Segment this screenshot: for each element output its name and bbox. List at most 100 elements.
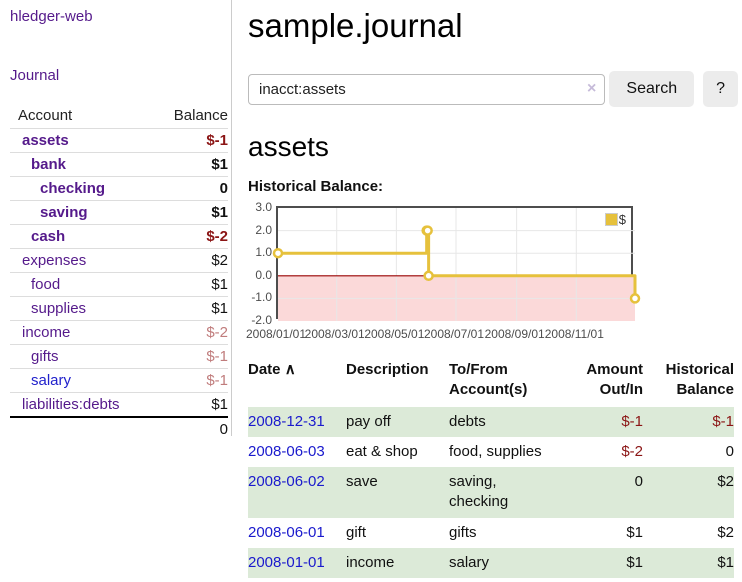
clear-search-icon[interactable]: × <box>587 79 597 97</box>
balance-column-header: Balance <box>173 107 228 124</box>
account-balance: $1 <box>211 300 228 317</box>
account-row: liabilities:debts $1 <box>10 392 228 416</box>
transaction-amount: $1 <box>626 523 643 541</box>
account-row: food $1 <box>10 272 228 296</box>
transaction-date-link[interactable]: 2008-06-02 <box>248 473 325 490</box>
transaction-date-link[interactable]: 2008-01-01 <box>248 553 325 571</box>
y-tick-label: 2.0 <box>255 222 272 237</box>
transaction-accounts: gifts <box>449 523 477 541</box>
search-button[interactable]: Search <box>609 71 695 107</box>
transaction-accounts: salary <box>449 553 490 571</box>
account-link[interactable]: expenses <box>22 252 87 269</box>
x-tick-label: 2008/11/01 <box>544 327 604 341</box>
transaction-description: gift <box>346 523 367 541</box>
transactions-header-row: Date ∧ Description To/From Account(s) Am… <box>248 358 734 407</box>
x-tick-label: 2008/05/01 <box>364 327 425 341</box>
y-tick-label: -2.0 <box>251 313 272 327</box>
account-heading: assets <box>248 131 329 162</box>
account-balance: $-1 <box>206 132 228 149</box>
account-column-header: Account <box>18 107 73 124</box>
account-link[interactable]: gifts <box>31 348 59 365</box>
transaction-accounts: debts <box>449 412 486 430</box>
account-link[interactable]: assets <box>22 132 69 149</box>
transaction-balance: 0 <box>725 442 734 460</box>
x-tick-label: 2008/09/01 <box>484 327 545 341</box>
main-content: sample.journal × Search ? assets Histori… <box>246 0 738 578</box>
transaction-amount: 0 <box>634 473 643 490</box>
y-tick-label: 1.0 <box>255 245 272 260</box>
transaction-description: eat & shop <box>346 442 418 460</box>
page-title: sample.journal <box>248 7 463 44</box>
account-balance: $1 <box>211 396 228 413</box>
account-row: checking 0 <box>10 176 228 200</box>
transactions-table: Date ∧ Description To/From Account(s) Am… <box>248 358 734 578</box>
transaction-description: income <box>346 553 395 571</box>
search-bar: × Search ? <box>248 71 738 107</box>
account-link[interactable]: saving <box>40 204 88 221</box>
chart-title: Historical Balance: <box>248 178 384 195</box>
account-row: cash $-2 <box>10 224 228 248</box>
x-tick-label: 2008/07/01 <box>423 327 485 341</box>
total-balance: 0 <box>219 421 228 438</box>
account-row: gifts $-1 <box>10 344 228 368</box>
transaction-row: 2008-06-03 eat & shop food, supplies $-2 0 <box>248 437 734 467</box>
chart-plot-area: $ <box>272 206 641 321</box>
y-tick-label: 3.0 <box>255 200 272 214</box>
historical-balance-chart: $ 3.0 2.0 1.0 0.0 -1.0 -2.0 2008/01/01 2008/03… <box>246 200 738 345</box>
account-table-header: Account Balance <box>10 104 228 128</box>
y-tick-label: -1.0 <box>251 290 272 305</box>
account-balance: $-2 <box>206 228 228 245</box>
account-list: assets $-1 bank $1 checking 0 saving $1 cash $-2 e… <box>10 128 228 416</box>
help-button[interactable]: ? <box>703 71 738 107</box>
transaction-amount: $-1 <box>621 412 643 430</box>
account-balance-table: Account Balance assets $-1 bank $1 checking 0… <box>10 104 228 441</box>
transaction-balance: $-1 <box>712 412 734 430</box>
transaction-row: 2008-06-01 gift gifts $1 $2 <box>248 518 734 548</box>
account-link[interactable]: bank <box>31 156 67 173</box>
transaction-description: save <box>346 473 378 490</box>
transaction-accounts: saving, checking <box>449 473 509 511</box>
account-row: supplies $1 <box>10 296 228 320</box>
date-column-header[interactable]: Date ∧ <box>248 361 296 378</box>
account-total-row: 0 <box>10 416 228 441</box>
account-link[interactable]: food <box>31 276 61 293</box>
account-link[interactable]: income <box>22 324 71 341</box>
description-column-header: Description <box>346 361 429 378</box>
transaction-row: 2008-01-01 income salary $1 $1 <box>248 547 734 578</box>
transaction-accounts: food, supplies <box>449 442 542 460</box>
account-link[interactable]: checking <box>40 180 106 197</box>
account-balance: $-1 <box>206 372 228 389</box>
chart-canvas <box>272 208 641 321</box>
chart-legend: $ <box>604 212 626 227</box>
balance-column-header: Historical Balance <box>665 361 734 399</box>
transaction-row: 2008-12-31 pay off debts $-1 $-1 <box>248 406 734 437</box>
transaction-row: 2008-06-02 save saving, checking 0 $2 <box>248 467 734 518</box>
transaction-date-link[interactable]: 2008-06-01 <box>248 523 325 541</box>
transaction-date-link[interactable]: 2008-12-31 <box>248 412 325 430</box>
account-row: expenses $2 <box>10 248 228 272</box>
account-link[interactable]: liabilities:debts <box>22 396 120 413</box>
transaction-description: pay off <box>346 412 391 430</box>
account-link[interactable]: cash <box>31 228 66 245</box>
account-row: income $-2 <box>10 320 228 344</box>
legend-swatch <box>604 213 618 226</box>
transaction-amount: $1 <box>626 553 643 571</box>
transaction-balance: $2 <box>717 523 734 541</box>
brand-link[interactable]: hledger-web <box>10 8 93 25</box>
account-row: saving $1 <box>10 200 228 224</box>
account-balance: $1 <box>211 276 228 293</box>
transaction-date-link[interactable]: 2008-06-03 <box>248 442 325 460</box>
x-tick-label: 2008/03/01 <box>304 327 365 341</box>
y-tick-label: 0.0 <box>255 267 272 282</box>
legend-label: $ <box>618 212 626 227</box>
account-link[interactable]: salary <box>31 372 72 389</box>
amount-column-header: Amount Out/In <box>586 361 643 399</box>
account-balance: $1 <box>211 204 228 221</box>
transaction-balance: $1 <box>717 553 734 571</box>
account-link[interactable]: supplies <box>31 300 87 317</box>
sidebar: hledger-web Journal Account Balance asse… <box>0 0 232 438</box>
account-balance: 0 <box>219 180 228 197</box>
nav-journal-link[interactable]: Journal <box>10 67 60 84</box>
search-input[interactable] <box>248 73 606 105</box>
transaction-amount: $-2 <box>621 442 643 460</box>
